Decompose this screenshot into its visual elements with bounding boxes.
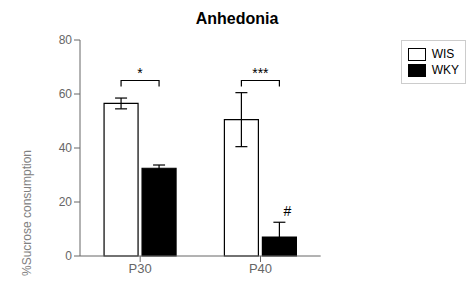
svg-text:*: *	[137, 65, 143, 81]
svg-text:20: 20	[59, 195, 73, 209]
svg-text:60: 60	[59, 87, 73, 101]
html-text:Anhedonia: Anhedonia	[195, 10, 279, 27]
svg-text:#: #	[283, 203, 291, 219]
svg-text:***: ***	[252, 65, 269, 81]
svg-text:P30: P30	[129, 261, 152, 276]
svg-text:80: 80	[59, 33, 73, 47]
svg-text:%Sucrose consumption: %Sucrose consumption	[20, 150, 34, 276]
svg-text:0: 0	[65, 249, 72, 263]
svg-text:P40: P40	[249, 261, 272, 276]
svg-text:40: 40	[59, 141, 73, 155]
html-text:WKY: WKY	[431, 63, 459, 77]
html-text:WIS: WIS	[431, 47, 455, 61]
